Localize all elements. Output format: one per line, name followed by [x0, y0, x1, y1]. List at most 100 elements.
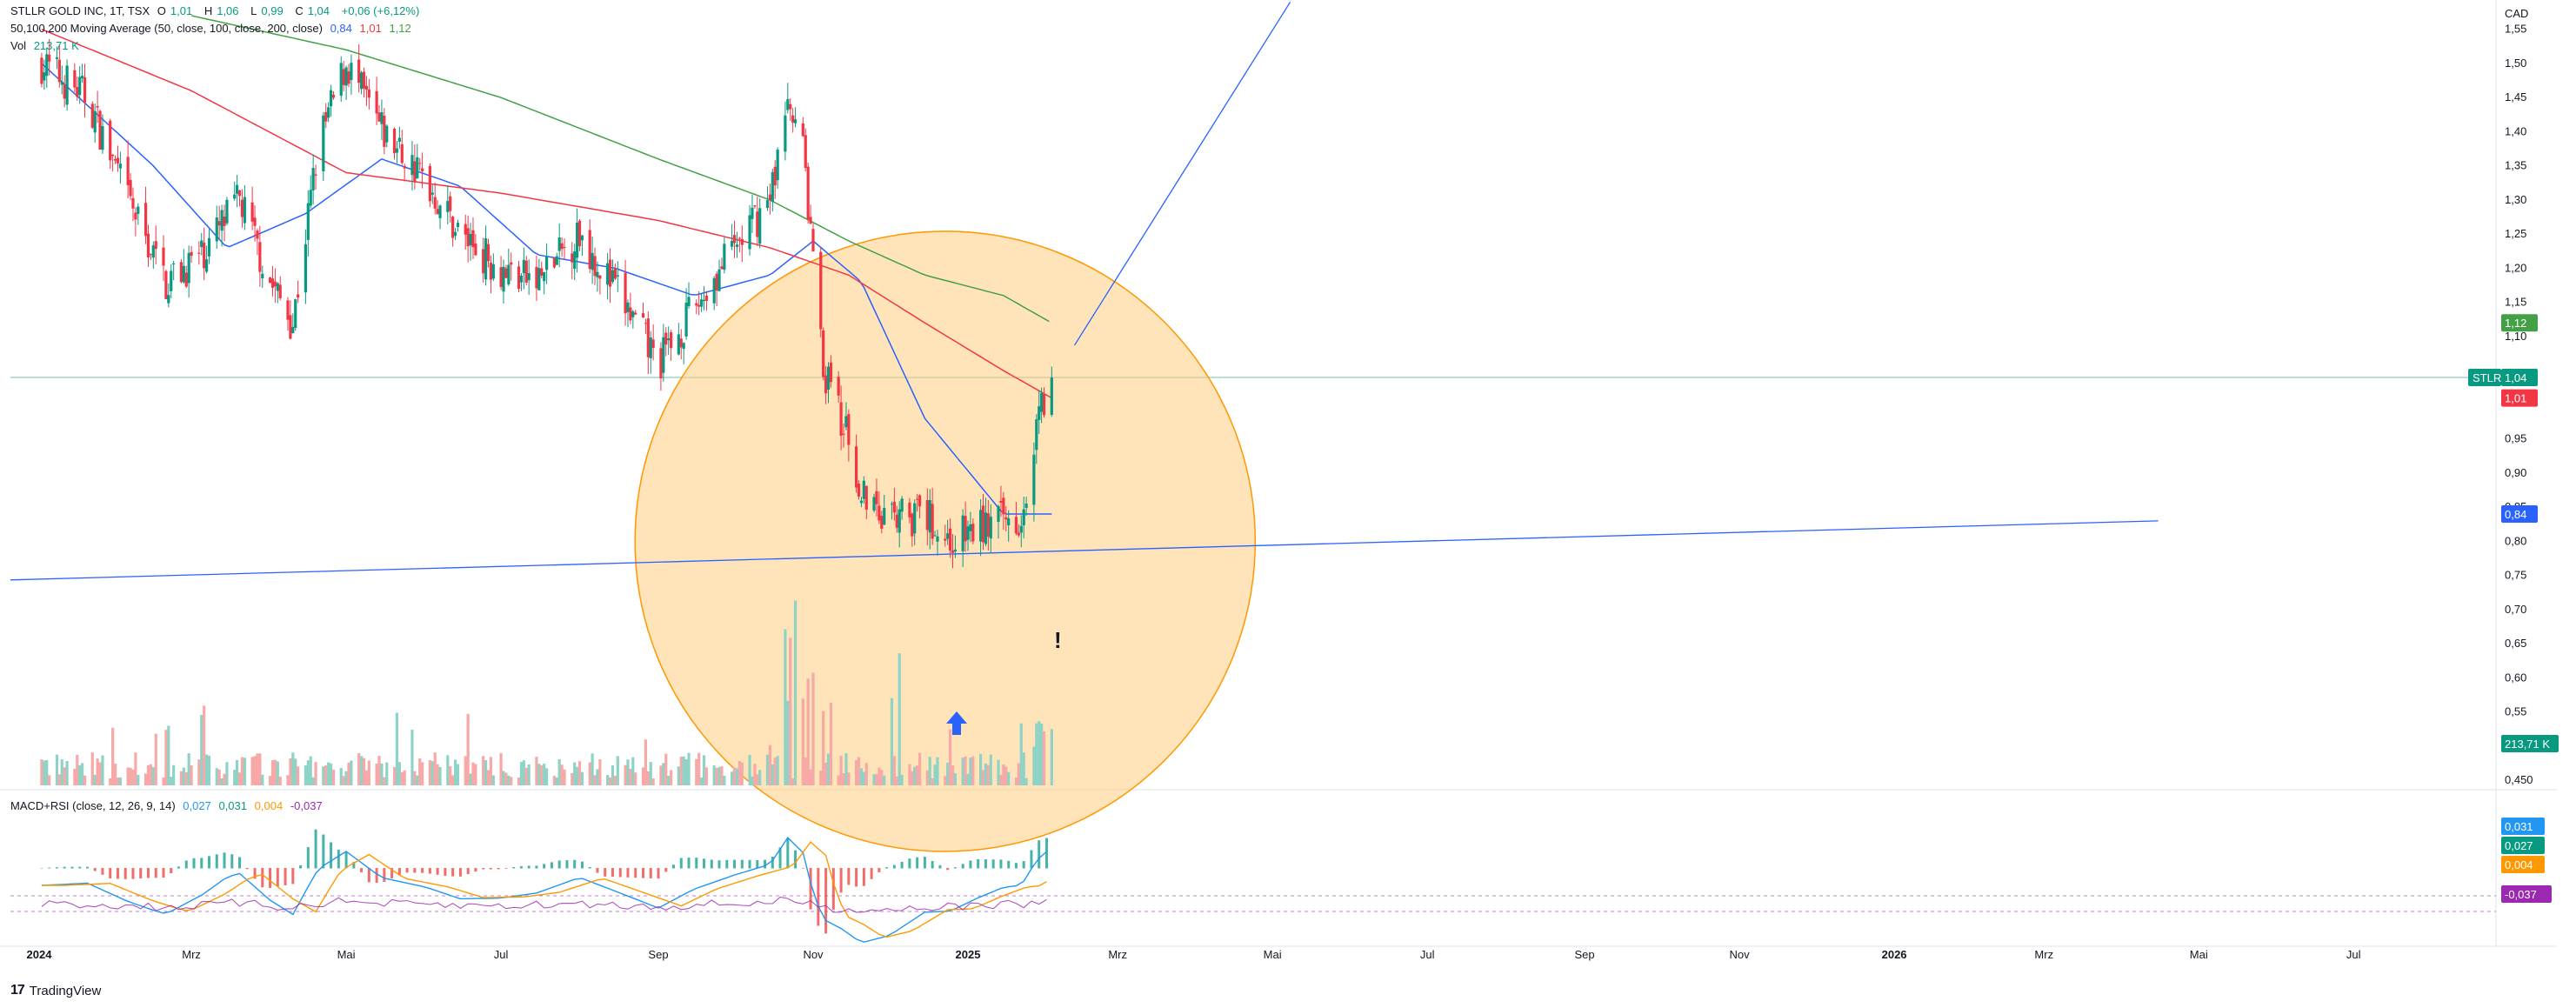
volume-bar [573, 762, 577, 785]
symbol-legend[interactable]: STLLR GOLD INC, 1T, TSX O 1,01 H 1,06 L 0,9… [10, 3, 424, 19]
candle-body [200, 240, 204, 248]
macd-histogram-bar [154, 868, 157, 878]
macd-histogram-bar [535, 865, 538, 869]
candle-body [118, 164, 122, 169]
volume-bar [83, 775, 87, 785]
macd-histogram-bar [337, 850, 340, 869]
volume-bar [847, 772, 851, 785]
macd-histogram-bar [892, 864, 896, 869]
volume-bar [524, 767, 528, 785]
macd-histogram-bar [1044, 838, 1048, 869]
volume-bar [588, 762, 591, 785]
candle-body [613, 268, 617, 279]
volume-bar [596, 769, 599, 785]
candle-body [367, 89, 370, 98]
volume-bar [580, 771, 584, 785]
volume-bar [961, 758, 964, 785]
tradingview-branding[interactable]: 17 TradingView [10, 983, 101, 998]
candle-body [1019, 525, 1023, 533]
macd-histogram-bar [375, 868, 378, 883]
candle-body [436, 209, 439, 215]
candle-body [83, 77, 87, 103]
volume-bar [418, 758, 422, 785]
vol-legend[interactable]: Vol 213,71 K [10, 38, 83, 54]
candle-body [740, 238, 744, 245]
candle-body [375, 90, 378, 114]
candlestick-series [40, 38, 1053, 569]
macd-histogram-bar [764, 859, 767, 869]
candle-body [347, 71, 350, 84]
time-tick-label: Mrz [1108, 948, 1127, 961]
candle-body [784, 115, 787, 152]
price-badge-bg [2501, 314, 2538, 332]
candle-body [306, 203, 310, 240]
candle-body [702, 299, 706, 302]
price-axis[interactable]: CAD 1,55 1,50 1,45 1,40 1,35 1,30 1,25 1,20 1,15 1… [2468, 7, 2559, 903]
candle-body [773, 166, 777, 186]
macd-legend[interactable]: MACD+RSI (close, 12, 26, 9, 14) 0,027 0,… [10, 798, 327, 814]
macd-histogram-bar [725, 859, 729, 869]
candle-body [359, 72, 364, 90]
candle-body [413, 161, 417, 182]
volume-bar [517, 778, 521, 785]
macd-histogram-bar [109, 868, 112, 879]
volume-bar [261, 774, 264, 785]
volume-bar [433, 752, 437, 785]
volume-bar [552, 776, 556, 785]
candle-body [855, 446, 858, 488]
time-axis[interactable]: 2024 Mrz Mai Jul Sep Nov 2025 Mrz Mai Jul Sep Nov 20… [27, 948, 2361, 961]
volume-badge-bg [2501, 735, 2559, 752]
macd-histogram-bar [139, 868, 143, 879]
candle-body [789, 103, 792, 110]
candle-body [1050, 377, 1053, 415]
candle-body [758, 208, 762, 244]
change-value: +0,06 (+6,12%) [341, 4, 420, 17]
volume-bar [702, 755, 706, 785]
candle-body [933, 535, 937, 537]
macd-histogram-bar [908, 858, 911, 869]
macd-histogram-bar [604, 868, 607, 877]
volume-bar [143, 773, 148, 785]
macd-histogram-bar [611, 868, 614, 878]
volume-bar [862, 771, 865, 785]
volume-bar [971, 756, 975, 785]
candle-body [824, 375, 828, 394]
candle-body [289, 315, 292, 339]
candle-body [90, 103, 94, 128]
candle-body [978, 510, 983, 542]
trendline-layer[interactable] [10, 1, 2159, 581]
volume-bar [997, 759, 1000, 785]
volume-bar [357, 752, 361, 785]
volume-bar [190, 765, 193, 785]
candle-body [233, 194, 237, 199]
volume-bar [786, 700, 790, 785]
macd-histogram-bar [634, 868, 637, 878]
volume-bar [304, 765, 307, 785]
volume-bar [791, 778, 795, 785]
macd-histogram-bar [482, 868, 485, 870]
candle-body [667, 338, 671, 341]
price-tick-label: 0,95 [2505, 432, 2526, 445]
macd-histogram-bar [991, 859, 995, 869]
volume-bar [57, 774, 61, 785]
macd-badge-bg [2501, 818, 2545, 835]
candle-body [433, 197, 437, 209]
volume-bar [170, 777, 173, 785]
volume-bar [236, 759, 239, 785]
volume-bar [989, 754, 992, 785]
volume-bar [732, 767, 737, 785]
volume-bar [430, 761, 434, 785]
candle-body [428, 165, 431, 202]
volume-bar [700, 778, 704, 785]
volume-bar [911, 771, 914, 785]
candle-body [631, 311, 635, 317]
candle-body [182, 265, 185, 283]
macd-histogram-bar [123, 868, 127, 879]
open-value: O 1,01 [157, 4, 193, 17]
macd-histogram-bar [717, 860, 721, 869]
volume-bar [243, 758, 246, 785]
candle-body [311, 168, 315, 190]
volume-bar [129, 767, 132, 785]
ma-legend[interactable]: 50,100,200 Moving Average (50, close, 10… [10, 21, 416, 37]
